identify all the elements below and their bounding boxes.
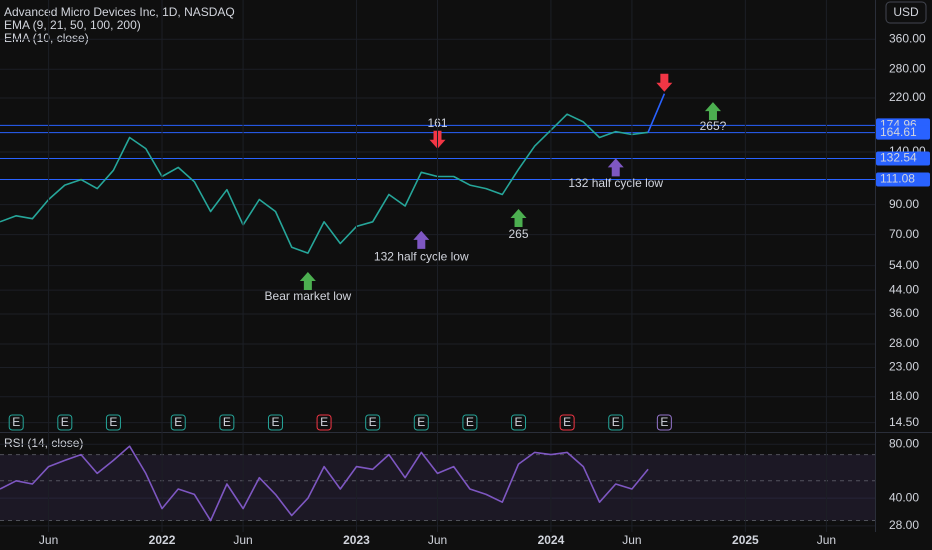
arrow	[510, 208, 527, 227]
earnings-marker	[267, 414, 283, 431]
series-line	[647, 93, 666, 133]
chart-title: Advanced Micro Devices Inc, 1D, NASDAQ	[4, 5, 235, 19]
level-tag	[876, 172, 930, 187]
level-label: 164.61	[880, 125, 917, 139]
annotation: Bear market low	[265, 289, 352, 303]
x-tick-label: 2022	[149, 533, 176, 547]
y-tick-label: 36.00	[889, 306, 919, 320]
level-tag	[876, 151, 930, 166]
earnings-label: E	[612, 415, 620, 429]
earnings-marker	[365, 414, 381, 431]
y-tick-label: 80.00	[889, 436, 919, 450]
earnings-marker	[105, 414, 121, 431]
earnings-marker	[511, 414, 527, 431]
currency-button[interactable]	[885, 1, 927, 24]
arrow	[607, 158, 624, 177]
series-line	[0, 113, 649, 254]
y-tick-label: 28.00	[889, 518, 919, 532]
y-tick-label: 18.00	[889, 389, 919, 403]
earnings-marker	[462, 414, 478, 431]
x-tick-label: Jun	[622, 533, 641, 547]
currency-label[interactable]: USD	[893, 5, 919, 19]
y-tick-label: 70.00	[889, 227, 919, 241]
y-tick-label: 44.00	[889, 282, 919, 296]
x-tick-label: 2023	[343, 533, 370, 547]
earnings-marker	[219, 414, 235, 431]
earnings-marker	[57, 414, 73, 431]
x-tick-label: 2025	[732, 533, 759, 547]
earnings-marker	[656, 414, 672, 431]
earnings-marker	[413, 414, 429, 431]
earnings-label: E	[320, 415, 328, 429]
earnings-label: E	[660, 415, 668, 429]
series-line	[0, 445, 649, 522]
y-tick-label: 220.00	[889, 90, 926, 104]
x-tick-label: 2024	[538, 533, 565, 547]
x-tick-label: Jun	[428, 533, 447, 547]
indicator-label: EMA (10, close)	[4, 31, 89, 45]
y-tick-label: 280.00	[889, 61, 926, 75]
rsi-title: RSI (14, close)	[4, 436, 83, 450]
y-tick-label: 14.50	[889, 415, 919, 429]
earnings-label: E	[61, 415, 69, 429]
y-tick-label: 28.00	[889, 336, 919, 350]
earnings-label: E	[271, 415, 279, 429]
x-tick-label: Jun	[39, 533, 58, 547]
annotation: 132 half cycle low	[568, 176, 663, 190]
y-tick-label: 90.00	[889, 197, 919, 211]
x-tick-label: Jun	[817, 533, 836, 547]
earnings-marker	[316, 414, 332, 431]
level-label: 132.54	[880, 151, 917, 165]
earnings-label: E	[563, 415, 571, 429]
arrow	[656, 73, 673, 92]
y-tick-label: 23.00	[889, 360, 919, 374]
earnings-label: E	[417, 415, 425, 429]
earnings-label: E	[109, 415, 117, 429]
y-tick-label: 360.00	[889, 31, 926, 45]
annotation: 265?	[700, 119, 727, 133]
x-tick-label: Jun	[233, 533, 252, 547]
level-label: 111.08	[880, 172, 915, 186]
arrow	[299, 271, 316, 290]
arrow	[704, 102, 721, 121]
earnings-marker	[8, 414, 24, 431]
y-tick-label: 40.00	[889, 490, 919, 504]
earnings-marker	[608, 414, 624, 431]
earnings-label: E	[12, 415, 20, 429]
earnings-label: E	[466, 415, 474, 429]
arrow	[413, 230, 430, 249]
annotation: 265	[509, 227, 529, 241]
earnings-label: E	[369, 415, 377, 429]
earnings-marker	[170, 414, 186, 431]
earnings-label: E	[174, 415, 182, 429]
level-tag	[876, 125, 930, 140]
y-tick-label: 54.00	[889, 258, 919, 272]
indicator-label: EMA (9, 21, 50, 100, 200)	[4, 18, 141, 32]
earnings-label: E	[223, 415, 231, 429]
annotation: 132 half cycle low	[374, 249, 469, 263]
earnings-marker	[559, 414, 575, 431]
earnings-label: E	[515, 415, 523, 429]
